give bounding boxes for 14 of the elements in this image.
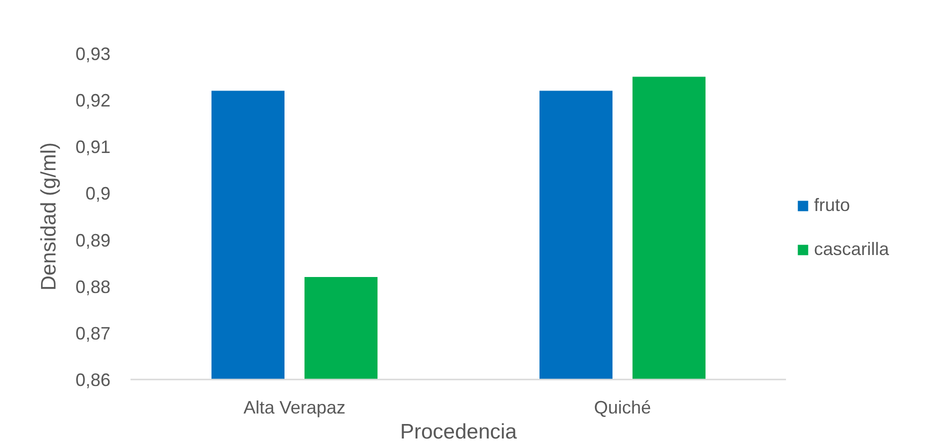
y-tick-label: 0,86 [75, 370, 111, 390]
legend-label: cascarilla [814, 238, 890, 260]
y-tick-label: 0,91 [75, 137, 111, 158]
y-tick-label: 0,92 [75, 90, 111, 111]
x-axis-title: Procedencia [400, 420, 518, 444]
y-tick-label: 0,9 [85, 184, 111, 204]
x-tick-label: Quiché [594, 398, 652, 418]
legend-label: fruto [814, 194, 850, 216]
y-tick-label: 0,93 [75, 44, 111, 64]
x-tick-label: Alta Verapaz [243, 398, 346, 418]
y-tick-label: 0,87 [75, 323, 111, 344]
y-tick-label: 0,88 [75, 276, 111, 297]
y-tick-label: 0,89 [75, 230, 111, 250]
y-axis-title: Densidad (g/ml) [37, 142, 60, 291]
